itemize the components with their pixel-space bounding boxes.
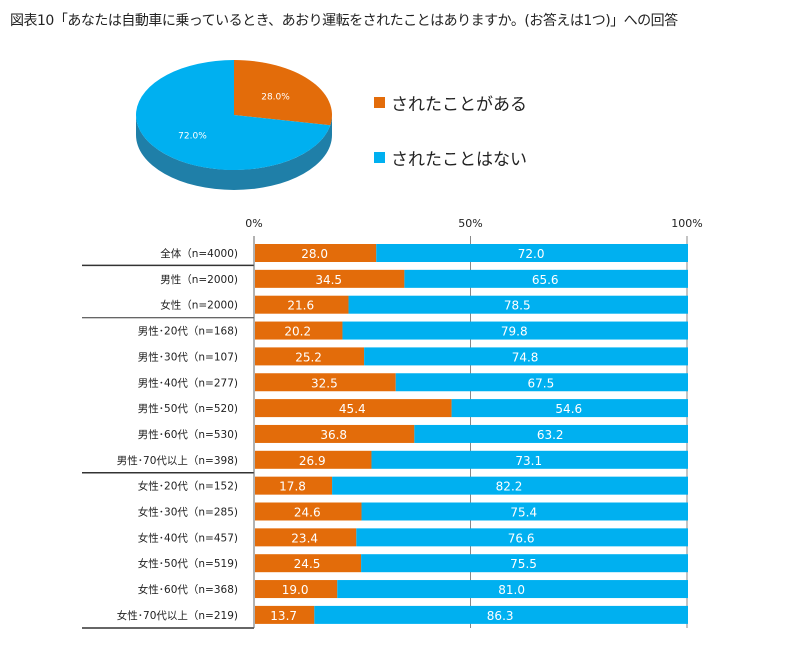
bar-segment-no bbox=[451, 399, 688, 418]
category-label: 男性･40代（n=277) bbox=[138, 376, 238, 389]
bar-segment-no bbox=[361, 502, 688, 521]
bar-segment-no bbox=[356, 528, 688, 547]
bar-segment-no bbox=[361, 554, 688, 573]
pie-data-label: 72.0% bbox=[178, 131, 207, 141]
category-label: 男性（n=2000) bbox=[160, 273, 238, 286]
bar-segment-no bbox=[332, 476, 688, 495]
data-label-no: 65.6 bbox=[532, 273, 559, 287]
legend-swatch-no bbox=[374, 152, 385, 163]
data-label-yes: 24.5 bbox=[294, 557, 321, 571]
category-label: 男性･30代（n=107) bbox=[138, 350, 238, 363]
category-label: 男性･60代（n=530) bbox=[138, 428, 238, 441]
bar-segment-yes bbox=[255, 295, 349, 314]
data-label-no: 81.0 bbox=[498, 583, 525, 597]
category-label: 女性･60代（n=368) bbox=[138, 583, 238, 596]
pie-side bbox=[136, 115, 332, 190]
category-label: 女性･30代（n=285) bbox=[138, 506, 238, 519]
bar-segment-no bbox=[395, 373, 688, 392]
bar-segment-yes bbox=[255, 244, 377, 262]
bar-segment-yes bbox=[255, 476, 333, 495]
data-label-yes: 17.8 bbox=[279, 480, 306, 494]
bar-segment-yes bbox=[255, 605, 315, 624]
category-label: 男性･70代以上（n=398) bbox=[117, 454, 238, 467]
legend-item-no: されたことはない bbox=[374, 145, 527, 170]
data-label-no: 63.2 bbox=[537, 428, 564, 442]
category-label: 女性･50代（n=519) bbox=[138, 557, 238, 570]
bar-segment-yes bbox=[255, 580, 338, 599]
category-label: 女性･70代以上（n=219) bbox=[117, 609, 238, 622]
bar-segment-yes bbox=[255, 373, 396, 392]
bar-segment-yes bbox=[255, 424, 415, 443]
legend-swatch-yes bbox=[374, 97, 385, 108]
pie-data-label: 28.0% bbox=[261, 93, 290, 103]
bar-segment-yes bbox=[255, 347, 365, 366]
bar-segment-yes bbox=[255, 399, 452, 418]
category-label: 全体（n=4000) bbox=[160, 247, 238, 260]
category-label: 女性（n=2000) bbox=[160, 299, 238, 312]
data-label-yes: 36.8 bbox=[320, 428, 347, 442]
data-label-no: 76.6 bbox=[508, 531, 535, 545]
data-label-no: 73.1 bbox=[515, 454, 542, 468]
data-label-yes: 19.0 bbox=[282, 583, 309, 597]
data-label-yes: 24.6 bbox=[294, 506, 321, 520]
bar-segment-yes bbox=[255, 528, 357, 547]
pie-slice bbox=[234, 60, 332, 126]
data-label-no: 72.0 bbox=[518, 247, 545, 261]
data-label-yes: 25.2 bbox=[295, 350, 322, 364]
bar-segment-yes bbox=[255, 502, 362, 521]
data-label-yes: 23.4 bbox=[291, 531, 318, 545]
legend-item-yes: されたことがある bbox=[374, 90, 527, 115]
data-label-yes: 21.6 bbox=[287, 299, 314, 313]
category-label: 女性･20代（n=152) bbox=[138, 480, 238, 493]
data-label-no: 75.4 bbox=[510, 506, 537, 520]
bar-segment-no bbox=[376, 244, 688, 262]
bar-segment-yes bbox=[255, 321, 343, 340]
bar-segment-no bbox=[348, 295, 688, 314]
bar-segment-no bbox=[342, 321, 688, 340]
x-tick-label: 50% bbox=[458, 217, 482, 230]
bar-segment-no bbox=[337, 580, 688, 599]
category-label: 男性･50代（n=520) bbox=[138, 402, 238, 415]
data-label-yes: 34.5 bbox=[315, 273, 342, 287]
figure-title: 図表10「あなたは自動車に乗っているとき、あおり運転をされたことはありますか。(… bbox=[10, 13, 678, 29]
bar-segment-no bbox=[371, 450, 688, 469]
category-label: 男性･20代（n=168) bbox=[138, 325, 238, 338]
legend-label: されたことがある bbox=[391, 95, 527, 115]
data-label-no: 67.5 bbox=[528, 376, 555, 390]
data-label-yes: 20.2 bbox=[284, 325, 311, 339]
data-label-no: 82.2 bbox=[496, 480, 523, 494]
data-label-yes: 26.9 bbox=[299, 454, 326, 468]
data-label-yes: 32.5 bbox=[311, 376, 338, 390]
pie-slice bbox=[135, 60, 331, 170]
category-label: 女性･40代（n=457) bbox=[138, 531, 238, 544]
data-label-no: 74.8 bbox=[512, 350, 539, 364]
legend-label: されたことはない bbox=[391, 150, 527, 170]
data-label-no: 78.5 bbox=[504, 299, 531, 313]
bar-segment-no bbox=[314, 605, 688, 624]
bar-segment-no bbox=[364, 347, 688, 366]
bar-segment-no bbox=[404, 269, 688, 288]
data-label-no: 75.5 bbox=[510, 557, 537, 571]
data-label-no: 54.6 bbox=[555, 402, 582, 416]
data-label-yes: 28.0 bbox=[301, 247, 328, 261]
bar-segment-yes bbox=[255, 554, 362, 573]
x-tick-label: 100% bbox=[671, 217, 702, 230]
data-label-no: 86.3 bbox=[487, 609, 514, 623]
bar-segment-no bbox=[414, 424, 688, 443]
data-label-yes: 13.7 bbox=[270, 609, 297, 623]
bar-segment-yes bbox=[255, 450, 372, 469]
x-tick-label: 0% bbox=[245, 217, 262, 230]
data-label-no: 79.8 bbox=[501, 325, 528, 339]
bar-segment-yes bbox=[255, 269, 405, 288]
data-label-yes: 45.4 bbox=[339, 402, 366, 416]
